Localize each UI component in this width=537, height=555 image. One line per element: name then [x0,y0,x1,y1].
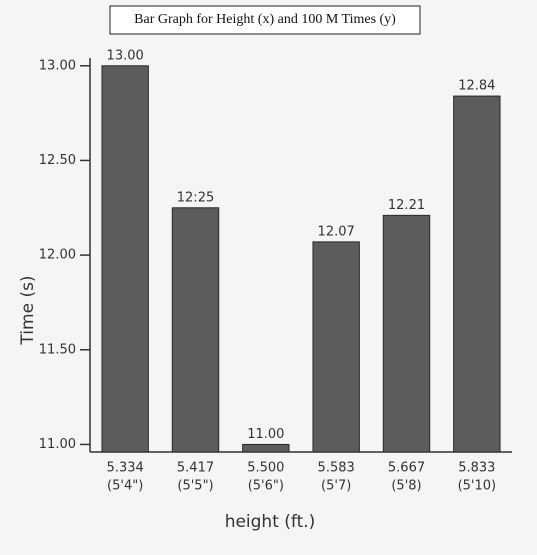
bar [454,96,500,452]
x-tick-label: 5.583 [318,461,355,476]
bar [102,66,148,452]
x-tick-sublabel: (5'10) [458,479,497,494]
x-tick-label: 5.667 [388,461,425,476]
x-tick-sublabel: (5'6") [248,479,284,494]
chart: Bar Graph for Height (x) and 100 M Times… [0,0,537,555]
bar [313,242,359,452]
value-label: 12.84 [458,79,495,94]
y-tick-label: 11.50 [39,342,76,357]
y-axis-label: Time (s) [18,275,38,345]
value-label: 11.00 [247,427,284,442]
y-tick-label: 12.50 [39,153,76,168]
x-tick-label: 5.417 [177,461,214,476]
y-tick-label: 11.00 [39,437,76,452]
x-tick-label: 5.833 [458,461,495,476]
x-tick-sublabel: (5'8) [391,479,421,494]
value-label: 12.07 [318,224,355,239]
chart-title: Bar Graph for Height (x) and 100 M Times… [134,12,396,27]
x-tick-sublabel: (5'7) [321,479,351,494]
bar [243,444,289,452]
x-tick-sublabel: (5'5") [177,479,213,494]
y-tick-label: 12.00 [39,248,76,263]
value-label: 12:25 [177,190,214,205]
x-axis-label: height (ft.) [225,512,316,532]
bar [172,208,218,452]
x-tick-label: 5.334 [107,461,144,476]
y-tick-label: 13.00 [39,58,76,73]
page: Bar Graph for Height (x) and 100 M Times… [0,0,537,555]
bar [383,215,429,452]
value-label: 12.21 [388,198,425,213]
x-tick-sublabel: (5'4") [107,479,143,494]
x-tick-label: 5.500 [247,461,284,476]
value-label: 13.00 [107,48,144,63]
